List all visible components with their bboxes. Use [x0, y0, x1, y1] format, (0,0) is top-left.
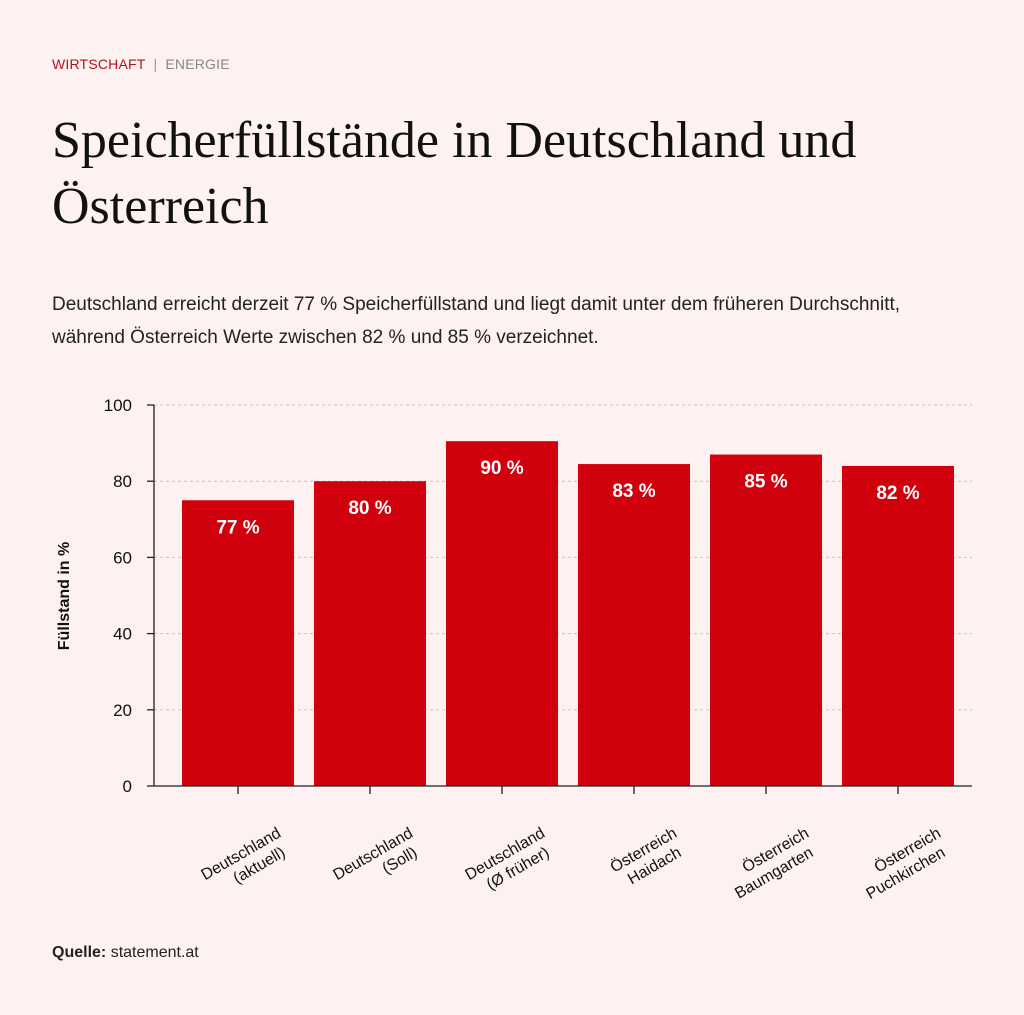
lead-text: Deutschland erreicht derzeit 77 % Speich…: [52, 294, 901, 348]
y-tick-label: 40: [113, 625, 132, 644]
y-tick-label: 100: [104, 396, 132, 415]
category-label[interactable]: WIRTSCHAFT: [52, 56, 146, 72]
data-label: 85 %: [744, 472, 787, 493]
y-axis-label: Füllstand in %: [56, 542, 73, 650]
y-tick-label: 80: [113, 472, 132, 491]
kicker-separator: |: [153, 56, 158, 72]
source-label: Quelle:: [52, 944, 107, 961]
data-label: 90 %: [480, 458, 523, 479]
y-tick-label: 0: [123, 777, 132, 796]
axes: [147, 404, 972, 794]
bar: [578, 464, 690, 786]
bar: [314, 481, 426, 786]
bar: [842, 465, 954, 786]
page-title: Speicherfüllstände in Deutschland und Ös…: [52, 112, 857, 235]
y-tick-label: 20: [113, 701, 132, 720]
x-tick-label: Deutschland(Soll): [330, 825, 420, 884]
data-label: 82 %: [876, 483, 919, 504]
bar: [710, 454, 822, 786]
bar-chart: 77 % 80 % 90 % 83 % 85 % 82 % 0 20 40 60 80 100 De…: [56, 396, 972, 903]
gridlines: [154, 404, 972, 711]
bar: [182, 500, 294, 786]
data-label: 80 %: [348, 498, 391, 519]
source-line: Quelle: statement.at: [52, 944, 199, 962]
kicker: WIRTSCHAFT | ENERGIE: [52, 56, 230, 72]
y-tick-label: 60: [113, 548, 132, 567]
subcategory-label[interactable]: ENERGIE: [165, 56, 230, 72]
data-label: 83 %: [612, 481, 655, 502]
y-tick-labels: 0 20 40 60 80 100: [104, 396, 132, 796]
x-tick-label: Deutschland(Ø früher): [462, 825, 552, 894]
bar: [446, 441, 558, 786]
data-label: 77 %: [216, 517, 259, 538]
x-tick-label: Deutschland(aktuell): [198, 825, 288, 888]
source-value: statement.at: [110, 944, 199, 961]
x-tick-labels: Deutschland(aktuell) Deutschland(Soll) Deu…: [198, 824, 949, 903]
bars: 77 % 80 % 90 % 83 % 85 % 82 %: [182, 441, 954, 786]
